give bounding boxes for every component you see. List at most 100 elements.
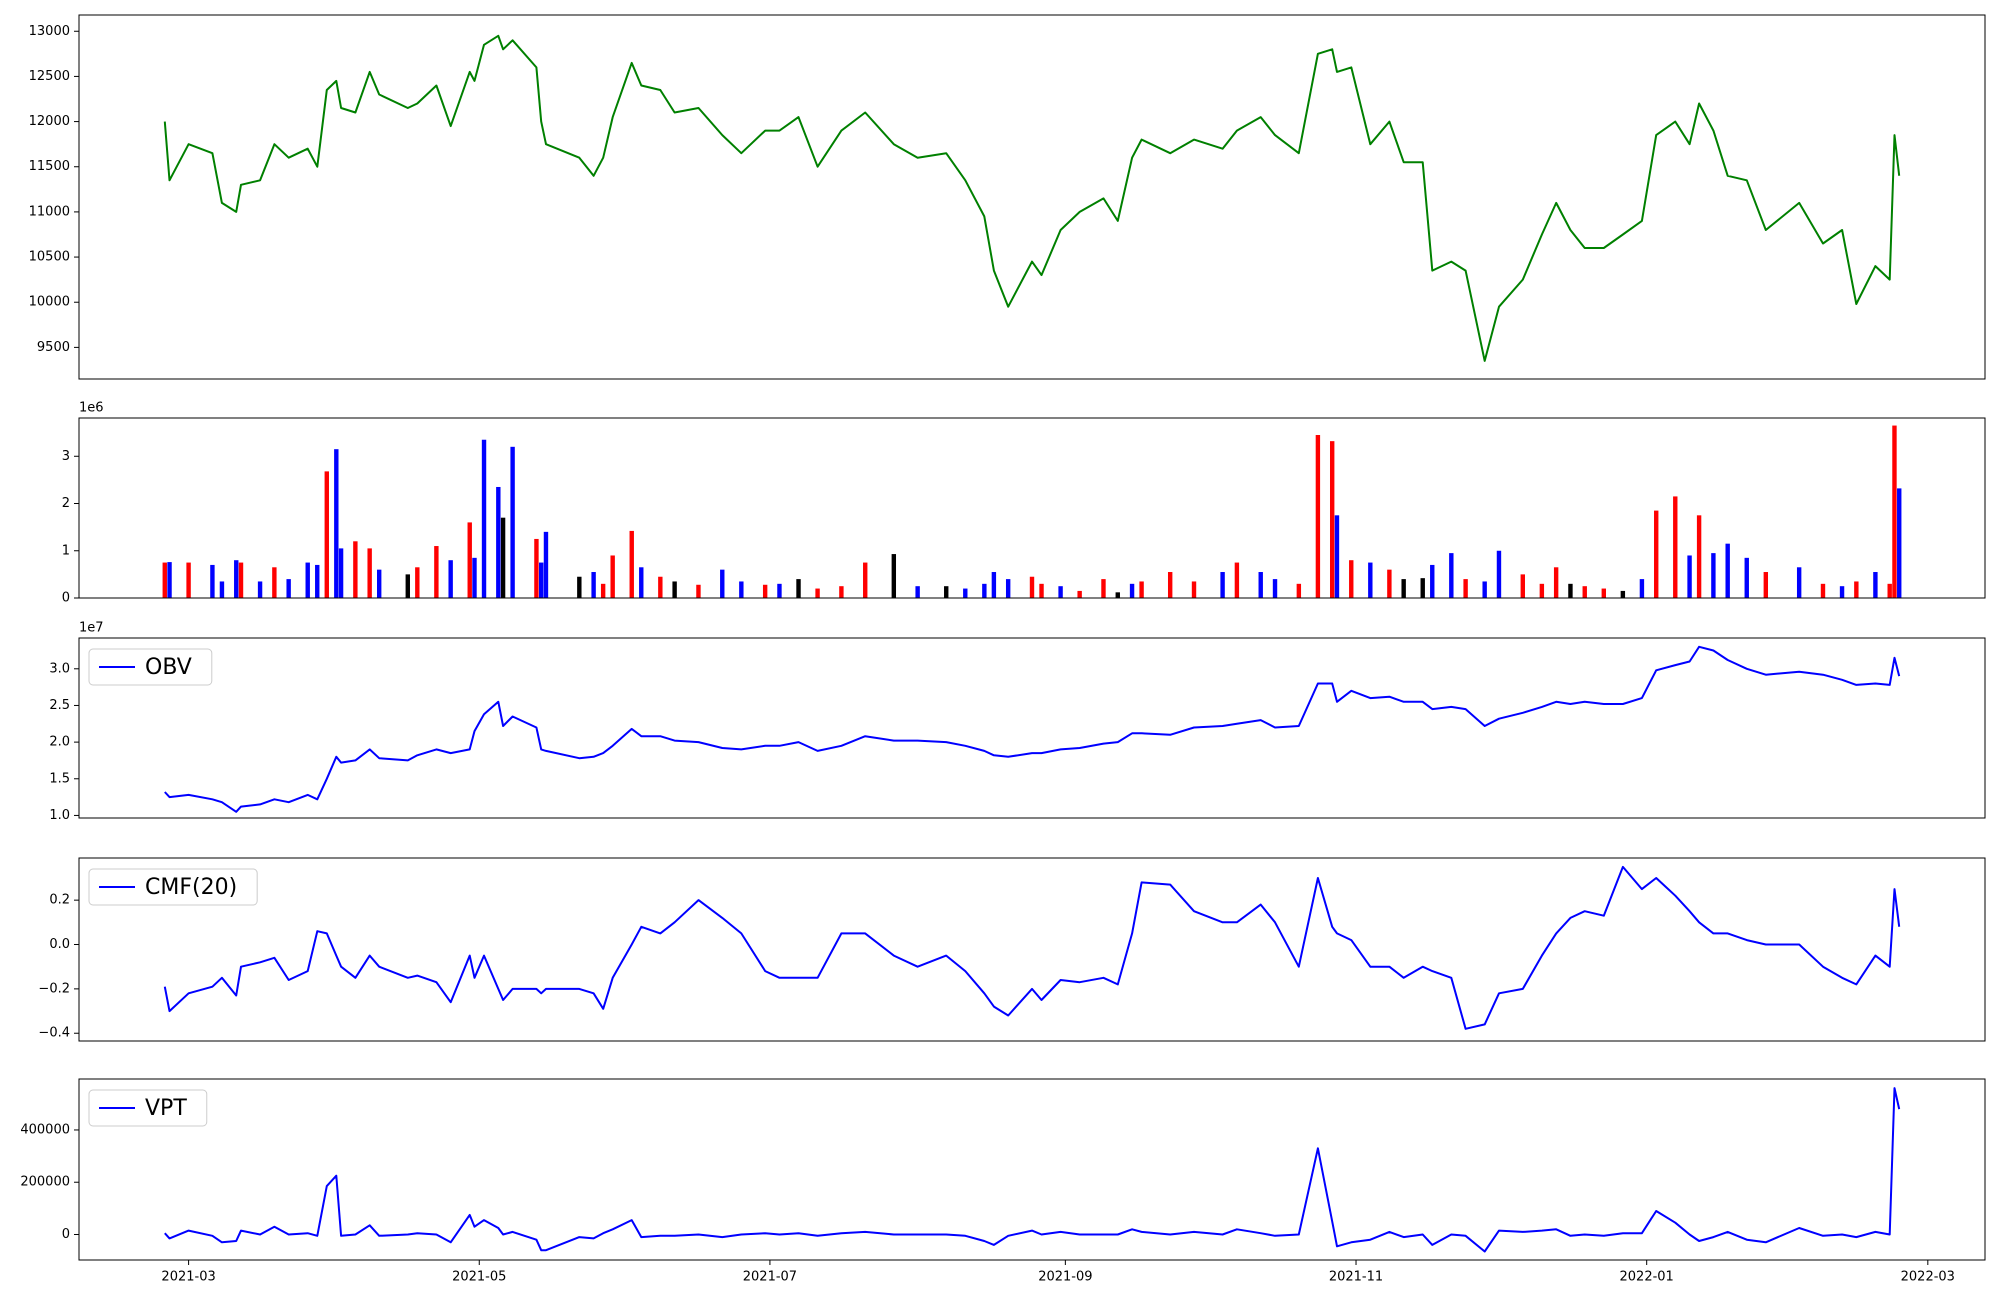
volume-bar	[234, 560, 239, 598]
legend-box	[88, 648, 213, 686]
offset-label: 1e7	[79, 621, 104, 636]
y-tick-label: 12000	[29, 114, 70, 129]
volume-bar	[1234, 562, 1240, 598]
volume-bar	[510, 446, 515, 598]
volume-bar	[1368, 562, 1373, 598]
volume-bar	[1482, 581, 1487, 598]
y-tick-label: 1.0	[49, 808, 70, 823]
volume-bar	[315, 564, 320, 598]
x-tick-label: 2021-05	[452, 1270, 506, 1285]
volume-bar	[353, 541, 358, 598]
volume-bar	[1582, 586, 1587, 598]
volume-bar	[1329, 441, 1335, 598]
volume-bar	[1539, 583, 1545, 598]
volume-bar	[1873, 572, 1878, 598]
volume-bar	[305, 562, 310, 598]
plot-frame	[78, 417, 1986, 599]
offset-label: 1e6	[79, 401, 104, 416]
volume-bar	[1420, 578, 1425, 598]
volume-bar	[334, 449, 339, 598]
volume-bar	[500, 517, 506, 598]
legend-label: VPT	[145, 1096, 187, 1121]
volume-bar	[1725, 543, 1730, 598]
volume-bar	[448, 560, 453, 598]
volume-bar	[1005, 579, 1011, 598]
volume-bar	[1744, 557, 1749, 598]
volume-bar	[839, 586, 844, 598]
volume-bar	[915, 586, 920, 598]
volume-bar	[591, 572, 596, 598]
volume-bar	[1258, 572, 1263, 598]
x-tick-label: 2021-07	[743, 1270, 797, 1285]
volume-bar	[1887, 583, 1892, 598]
volume-bar	[1463, 579, 1468, 598]
series-line	[164, 1087, 1901, 1253]
volume-bar	[577, 576, 582, 598]
volume-bar	[186, 562, 191, 598]
volume-bar	[534, 538, 539, 598]
volume-bar	[286, 579, 291, 598]
y-tick-label: 12500	[29, 69, 70, 84]
volume-bar	[1496, 550, 1502, 598]
volume-bar	[405, 574, 410, 598]
y-tick-label: 200000	[20, 1175, 70, 1190]
volume-bar	[1687, 555, 1692, 598]
volume-bar	[415, 567, 420, 598]
legend-box	[88, 1089, 208, 1127]
volume-bar	[1763, 572, 1769, 598]
y-tick-label: 11500	[29, 159, 70, 174]
volume-bar	[1820, 583, 1826, 598]
volume-bar	[1711, 553, 1716, 598]
y-tick-label: 400000	[20, 1122, 70, 1137]
volume-bar	[162, 562, 167, 598]
volume-bar	[1449, 553, 1454, 598]
volume-bar	[496, 486, 501, 598]
volume-bar	[1029, 576, 1035, 598]
volume-bar	[219, 581, 225, 598]
volume-bar	[696, 584, 701, 598]
x-tick-label: 2022-01	[1620, 1270, 1674, 1285]
plot-frame	[78, 1078, 1986, 1261]
volume-bar	[210, 564, 215, 598]
y-tick-label: 0.0	[49, 937, 70, 952]
volume-bar	[1696, 515, 1702, 598]
volume-bar	[639, 567, 644, 598]
volume-bar	[472, 557, 477, 598]
volume-bar	[1897, 488, 1902, 598]
plot-frame	[78, 14, 1986, 380]
y-tick-label: 3.0	[49, 661, 70, 676]
volume-bar	[1191, 581, 1197, 598]
volume-bar	[1796, 567, 1802, 598]
volume-bar	[720, 569, 725, 598]
series-line	[164, 645, 1901, 813]
volume-bar	[1334, 515, 1340, 598]
y-tick-label: 11000	[29, 204, 70, 219]
volume-bar	[1129, 583, 1135, 598]
volume-bar	[991, 572, 997, 598]
series-line	[163, 865, 1901, 1030]
volume-bar	[324, 471, 329, 598]
volume-bar	[1058, 586, 1063, 598]
volume-bar	[1115, 592, 1120, 598]
volume-bar	[1272, 579, 1278, 598]
volume-bar	[944, 586, 949, 598]
volume-bar	[777, 583, 782, 598]
y-tick-label: 3	[62, 449, 70, 464]
volume-bar	[1654, 510, 1659, 598]
volume-bar	[1892, 425, 1897, 598]
volume-bar	[1315, 435, 1321, 598]
y-tick-label: 0	[62, 1227, 70, 1242]
volume-bar	[376, 569, 382, 598]
volume-bar	[891, 554, 897, 598]
legend-box	[88, 868, 258, 906]
legend-label: OBV	[145, 655, 192, 680]
volume-bar	[257, 581, 263, 598]
y-tick-label: 0	[62, 591, 70, 606]
volume-bar	[467, 522, 472, 598]
volume-bar	[863, 562, 868, 598]
plot-frame	[78, 857, 1986, 1042]
volume-bar	[481, 439, 487, 598]
volume-bar	[167, 562, 172, 598]
volume-bar	[1039, 583, 1044, 598]
